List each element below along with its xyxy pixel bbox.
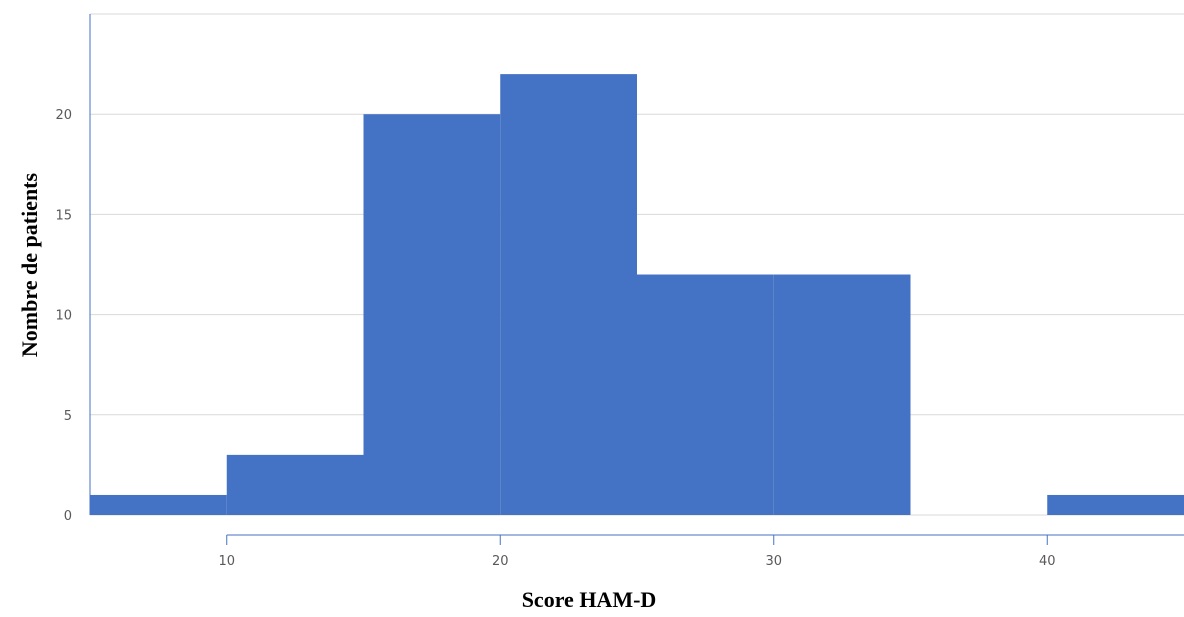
y-axis-title: Nombre de patients	[17, 172, 42, 358]
histogram-bar	[1047, 494, 1184, 515]
histogram-bar	[226, 454, 364, 515]
y-tick-label: 15	[55, 208, 72, 223]
y-tick-label: 20	[55, 108, 72, 123]
x-tick-label: 40	[1039, 554, 1056, 569]
histogram-bar	[773, 274, 911, 515]
histogram-bar	[500, 74, 637, 516]
histogram-bar	[363, 114, 501, 515]
y-tick-label: 10	[55, 309, 72, 324]
x-tick-label: 20	[492, 554, 509, 569]
histogram-bar	[637, 274, 774, 515]
x-axis-title: Score HAM-D	[521, 587, 657, 612]
y-tick-label: 0	[64, 509, 72, 524]
x-tick-label: 10	[218, 554, 235, 569]
x-tick-label: 30	[765, 554, 782, 569]
histogram-bar	[90, 494, 227, 515]
y-tick-label: 5	[64, 409, 72, 424]
